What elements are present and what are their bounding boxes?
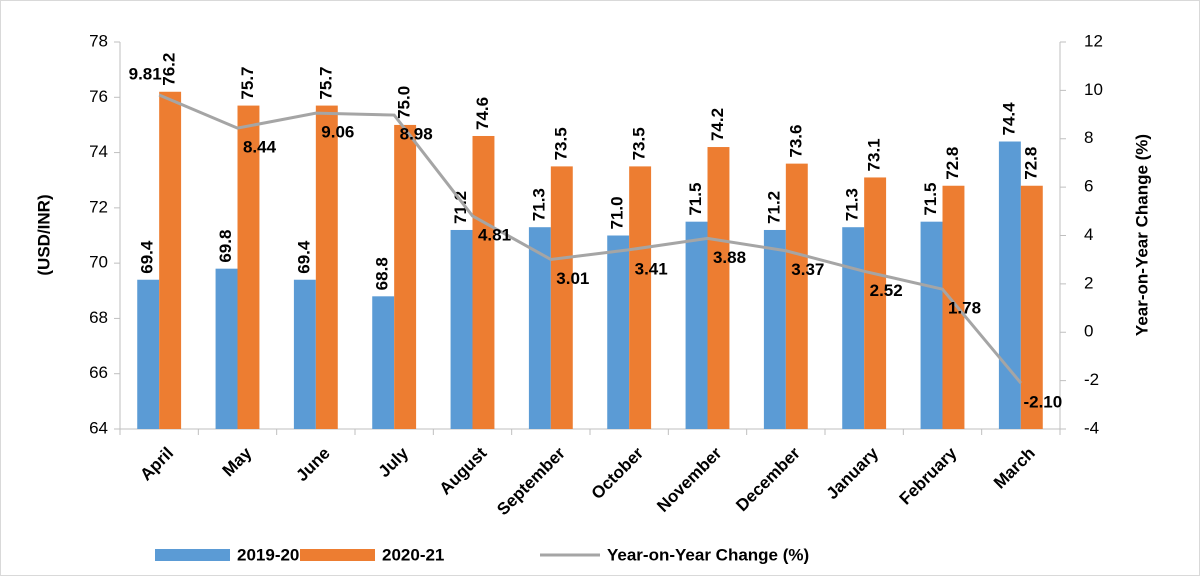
bar-value-label: 69.4: [138, 240, 157, 274]
y-tick-label: 74: [89, 142, 108, 161]
bar: [842, 227, 865, 429]
bar-value-label: 69.4: [294, 240, 313, 274]
bar: [237, 105, 260, 429]
bar-value-label: 73.1: [865, 138, 884, 171]
bar: [707, 147, 730, 430]
bar-value-label: 71.5: [686, 183, 705, 216]
bar-value-label: 74.6: [473, 97, 492, 130]
bar: [864, 177, 887, 429]
bar-value-label: 74.4: [999, 102, 1018, 136]
y-tick-label: 72: [89, 197, 108, 216]
legend-label: 2020-21: [382, 545, 444, 564]
y2-tick-label: -4: [1084, 418, 1099, 437]
y2-tick-label: 12: [1084, 31, 1103, 50]
legend-swatch: [155, 549, 230, 561]
bar-value-label: 68.8: [373, 257, 392, 290]
bar-value-label: 71.3: [529, 188, 548, 221]
legend-swatch: [300, 549, 375, 561]
bar-value-label: 75.7: [316, 66, 335, 99]
bar: [920, 221, 943, 429]
bar-value-label: 71.2: [451, 191, 470, 224]
bar: [629, 166, 652, 429]
bar-value-label: 72.8: [1021, 147, 1040, 180]
legend-label: Year-on-Year Change (%): [607, 545, 809, 564]
bar: [159, 91, 182, 429]
bar: [550, 166, 573, 429]
bar-value-label: 71.5: [921, 183, 940, 216]
line: [158, 93, 1022, 385]
line-value-label: 3.37: [791, 260, 824, 279]
y2-tick-label: 4: [1084, 225, 1093, 244]
bar-value-label: 71.0: [608, 196, 627, 229]
y-tick-label: 68: [89, 308, 108, 327]
bar-value-label: 74.2: [708, 108, 727, 141]
bar: [293, 279, 316, 429]
y-axis-label: (USD/INR): [34, 194, 53, 275]
bar: [763, 229, 786, 429]
bar-value-label: 73.6: [786, 125, 805, 158]
y-tick-label: 76: [89, 87, 108, 106]
y-tick-label: 66: [89, 363, 108, 382]
y2-tick-label: 10: [1084, 80, 1103, 99]
y2-tick-label: 6: [1084, 177, 1093, 196]
bar-value-label: 72.8: [943, 147, 962, 180]
y-tick-label: 64: [89, 418, 108, 437]
y-tick-label: 70: [89, 253, 108, 272]
line-value-label: 3.41: [635, 259, 668, 278]
bar-value-label: 75.0: [395, 86, 414, 119]
line-value-label: 2.52: [870, 281, 903, 300]
bar-value-label: 69.8: [216, 230, 235, 263]
bar: [607, 235, 630, 429]
line-value-label: 3.01: [556, 269, 589, 288]
bar-value-label: 75.7: [238, 66, 257, 99]
bar: [1020, 185, 1043, 429]
legend-label: 2019-20: [237, 545, 299, 564]
line-value-label: 9.06: [321, 123, 354, 142]
bar: [137, 279, 160, 429]
y2-axis-label: Year-on-Year Change (%): [1132, 134, 1151, 336]
bar: [450, 229, 473, 429]
bar: [785, 163, 808, 429]
line-value-label: 1.78: [948, 299, 981, 318]
y2-tick-label: 2: [1084, 273, 1093, 292]
bar-value-label: 71.3: [843, 188, 862, 221]
line-value-label: -2.10: [1023, 393, 1062, 412]
bar: [315, 105, 338, 429]
y-tick-label: 78: [89, 31, 108, 50]
bar: [685, 221, 708, 429]
bar-value-label: 73.5: [630, 127, 649, 160]
line-value-label: 4.81: [478, 225, 511, 244]
y2-tick-label: 8: [1084, 128, 1093, 147]
line-value-label: 8.98: [400, 125, 433, 144]
bar: [394, 124, 417, 429]
bar: [998, 141, 1021, 429]
y2-tick-label: 0: [1084, 322, 1093, 341]
bar: [472, 135, 495, 429]
bar: [372, 296, 395, 429]
line-value-label: 3.88: [713, 248, 746, 267]
bar-value-label: 76.2: [160, 53, 179, 86]
bar: [528, 227, 551, 429]
bar: [942, 185, 965, 429]
line-value-label: 9.81: [129, 64, 162, 83]
line-value-label: 8.44: [243, 138, 277, 157]
bar-value-label: 73.5: [551, 127, 570, 160]
bar-value-label: 71.2: [764, 191, 783, 224]
y2-tick-label: -2: [1084, 370, 1099, 389]
bar: [215, 268, 238, 429]
